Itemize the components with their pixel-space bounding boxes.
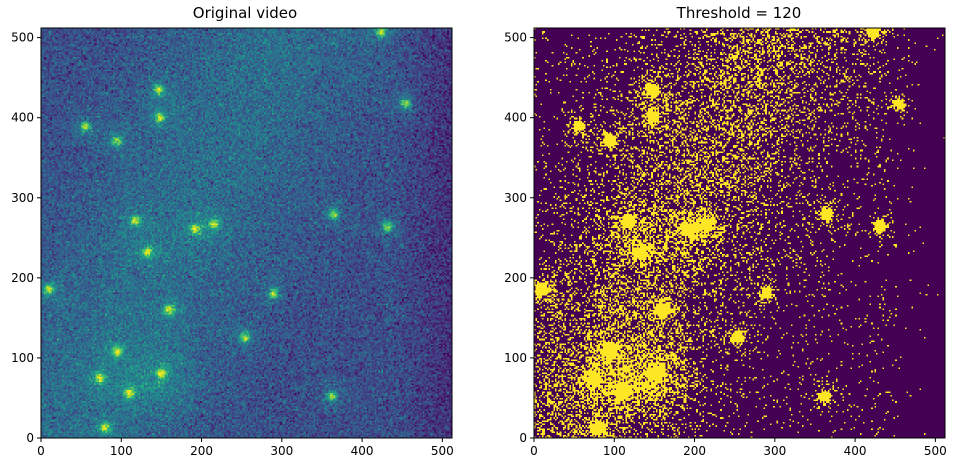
threshold-x-tick-label: 400 — [844, 444, 867, 458]
threshold-axes-frame — [533, 27, 946, 439]
threshold-y-tick-label: 0 — [519, 431, 527, 445]
threshold-y-tick-label: 500 — [504, 31, 527, 45]
original-x-tick-label: 500 — [431, 444, 454, 458]
threshold-x-tick-label: 300 — [763, 444, 786, 458]
left-panel-title: Original video — [192, 4, 298, 22]
original-video-image — [41, 28, 452, 438]
original-y-tick-label: 400 — [11, 111, 34, 125]
threshold-x-tick-label: 500 — [924, 444, 947, 458]
original-x-tick-label: 100 — [110, 444, 133, 458]
original-x-tick-label: 0 — [37, 444, 45, 458]
original-y-tick-label: 300 — [11, 191, 34, 205]
original-x-tick-label: 300 — [270, 444, 293, 458]
threshold-image — [534, 28, 945, 438]
original-x-tick-label: 200 — [190, 444, 213, 458]
original-y-tick-label: 500 — [11, 31, 34, 45]
threshold-y-tick-label: 400 — [504, 111, 527, 125]
threshold-y-tick-label: 100 — [504, 351, 527, 365]
original-x-tick-label: 400 — [351, 444, 374, 458]
original-axes-frame — [40, 27, 453, 439]
original-y-tick-label: 200 — [11, 271, 34, 285]
threshold-x-tick-label: 0 — [530, 444, 538, 458]
right-panel-title: Threshold = 120 — [676, 4, 802, 22]
original-y-tick-label: 100 — [11, 351, 34, 365]
threshold-y-tick-label: 200 — [504, 271, 527, 285]
original-y-tick-label: 0 — [26, 431, 34, 445]
threshold-y-tick-label: 300 — [504, 191, 527, 205]
threshold-x-tick-label: 100 — [603, 444, 626, 458]
threshold-x-tick-label: 200 — [683, 444, 706, 458]
